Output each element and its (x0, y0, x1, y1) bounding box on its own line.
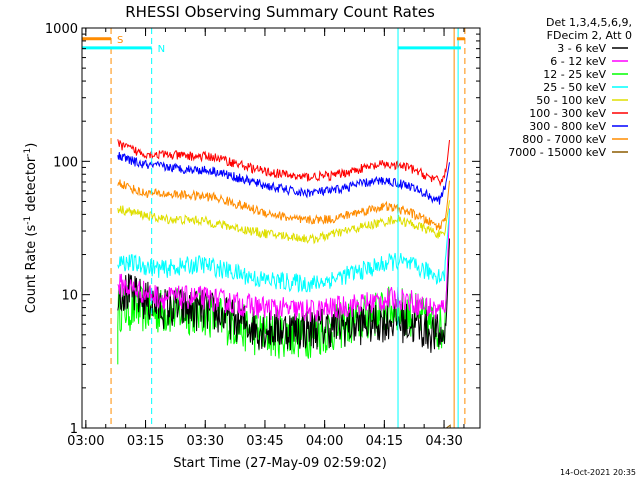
legend-entry-label: 25 - 50 keV (543, 81, 606, 94)
y-axis-label-mid: detector (24, 156, 39, 216)
x-tick-label: 04:00 (306, 434, 343, 449)
y-tick-label: 10 (61, 289, 78, 304)
y-axis-label-sup1: -1 (23, 216, 33, 225)
flag-label: S (117, 35, 123, 46)
legend-entry-label: 6 - 12 keV (550, 55, 606, 68)
series-line (117, 139, 450, 187)
series-line (117, 151, 450, 205)
x-axis-label: Start Time (27-May-09 02:59:02) (173, 456, 387, 471)
legend-entry-label: 300 - 800 keV (529, 120, 606, 133)
legend-entry-label: 7000 - 15000 keV (508, 146, 606, 159)
legend: Det 1,3,4,5,6,9, FDecim 2, Att 0 3 - 6 k… (508, 16, 632, 159)
series-line (445, 424, 451, 429)
series-line (117, 179, 450, 231)
flag-label: N (158, 44, 165, 55)
series-line (117, 208, 450, 322)
flag-layer: SN (82, 28, 466, 428)
legend-title-line-2: FDecim 2, Att 0 (547, 29, 632, 42)
legend-entry-label: 800 - 7000 keV (522, 133, 606, 146)
x-tick-label: 03:30 (187, 434, 224, 449)
legend-entry-label: 3 - 6 keV (557, 42, 606, 55)
y-tick-label: 1 (70, 422, 78, 437)
series-line (117, 209, 450, 293)
data-layer (117, 139, 451, 429)
y-tick-label: 100 (53, 155, 78, 170)
plot-frame (81, 27, 481, 429)
y-axis-label-end: ) (24, 143, 39, 148)
x-tick-label: 03:15 (127, 434, 164, 449)
x-tick-label: 03:45 (246, 434, 283, 449)
x-tick-label: 04:30 (425, 434, 462, 449)
footer-timestamp: 14-Oct-2021 20:35 (560, 468, 636, 477)
y-tick-label: 1000 (45, 22, 78, 37)
y-axis-label-sup2: -1 (23, 148, 33, 157)
axis-layer: 1 10 100 1000 03:00 03:15 03:30 03:45 04:00 04:15… (45, 22, 480, 449)
series-line (117, 200, 450, 245)
legend-entry-label: 12 - 25 keV (543, 68, 606, 81)
chart-title: RHESSI Observing Summary Count Rates (125, 3, 435, 21)
legend-entry-label: 100 - 300 keV (529, 107, 606, 120)
x-tick-label: 03:00 (67, 434, 104, 449)
y-axis-label-main: Count Rate (s (24, 225, 39, 314)
legend-entry-label: 50 - 100 keV (536, 94, 606, 107)
x-tick-label: 04:15 (366, 434, 403, 449)
y-axis-label: Count Rate (s-1 detector-1) (23, 143, 39, 314)
series-line (117, 238, 450, 353)
legend-title-line-1: Det 1,3,4,5,6,9, (546, 16, 632, 29)
